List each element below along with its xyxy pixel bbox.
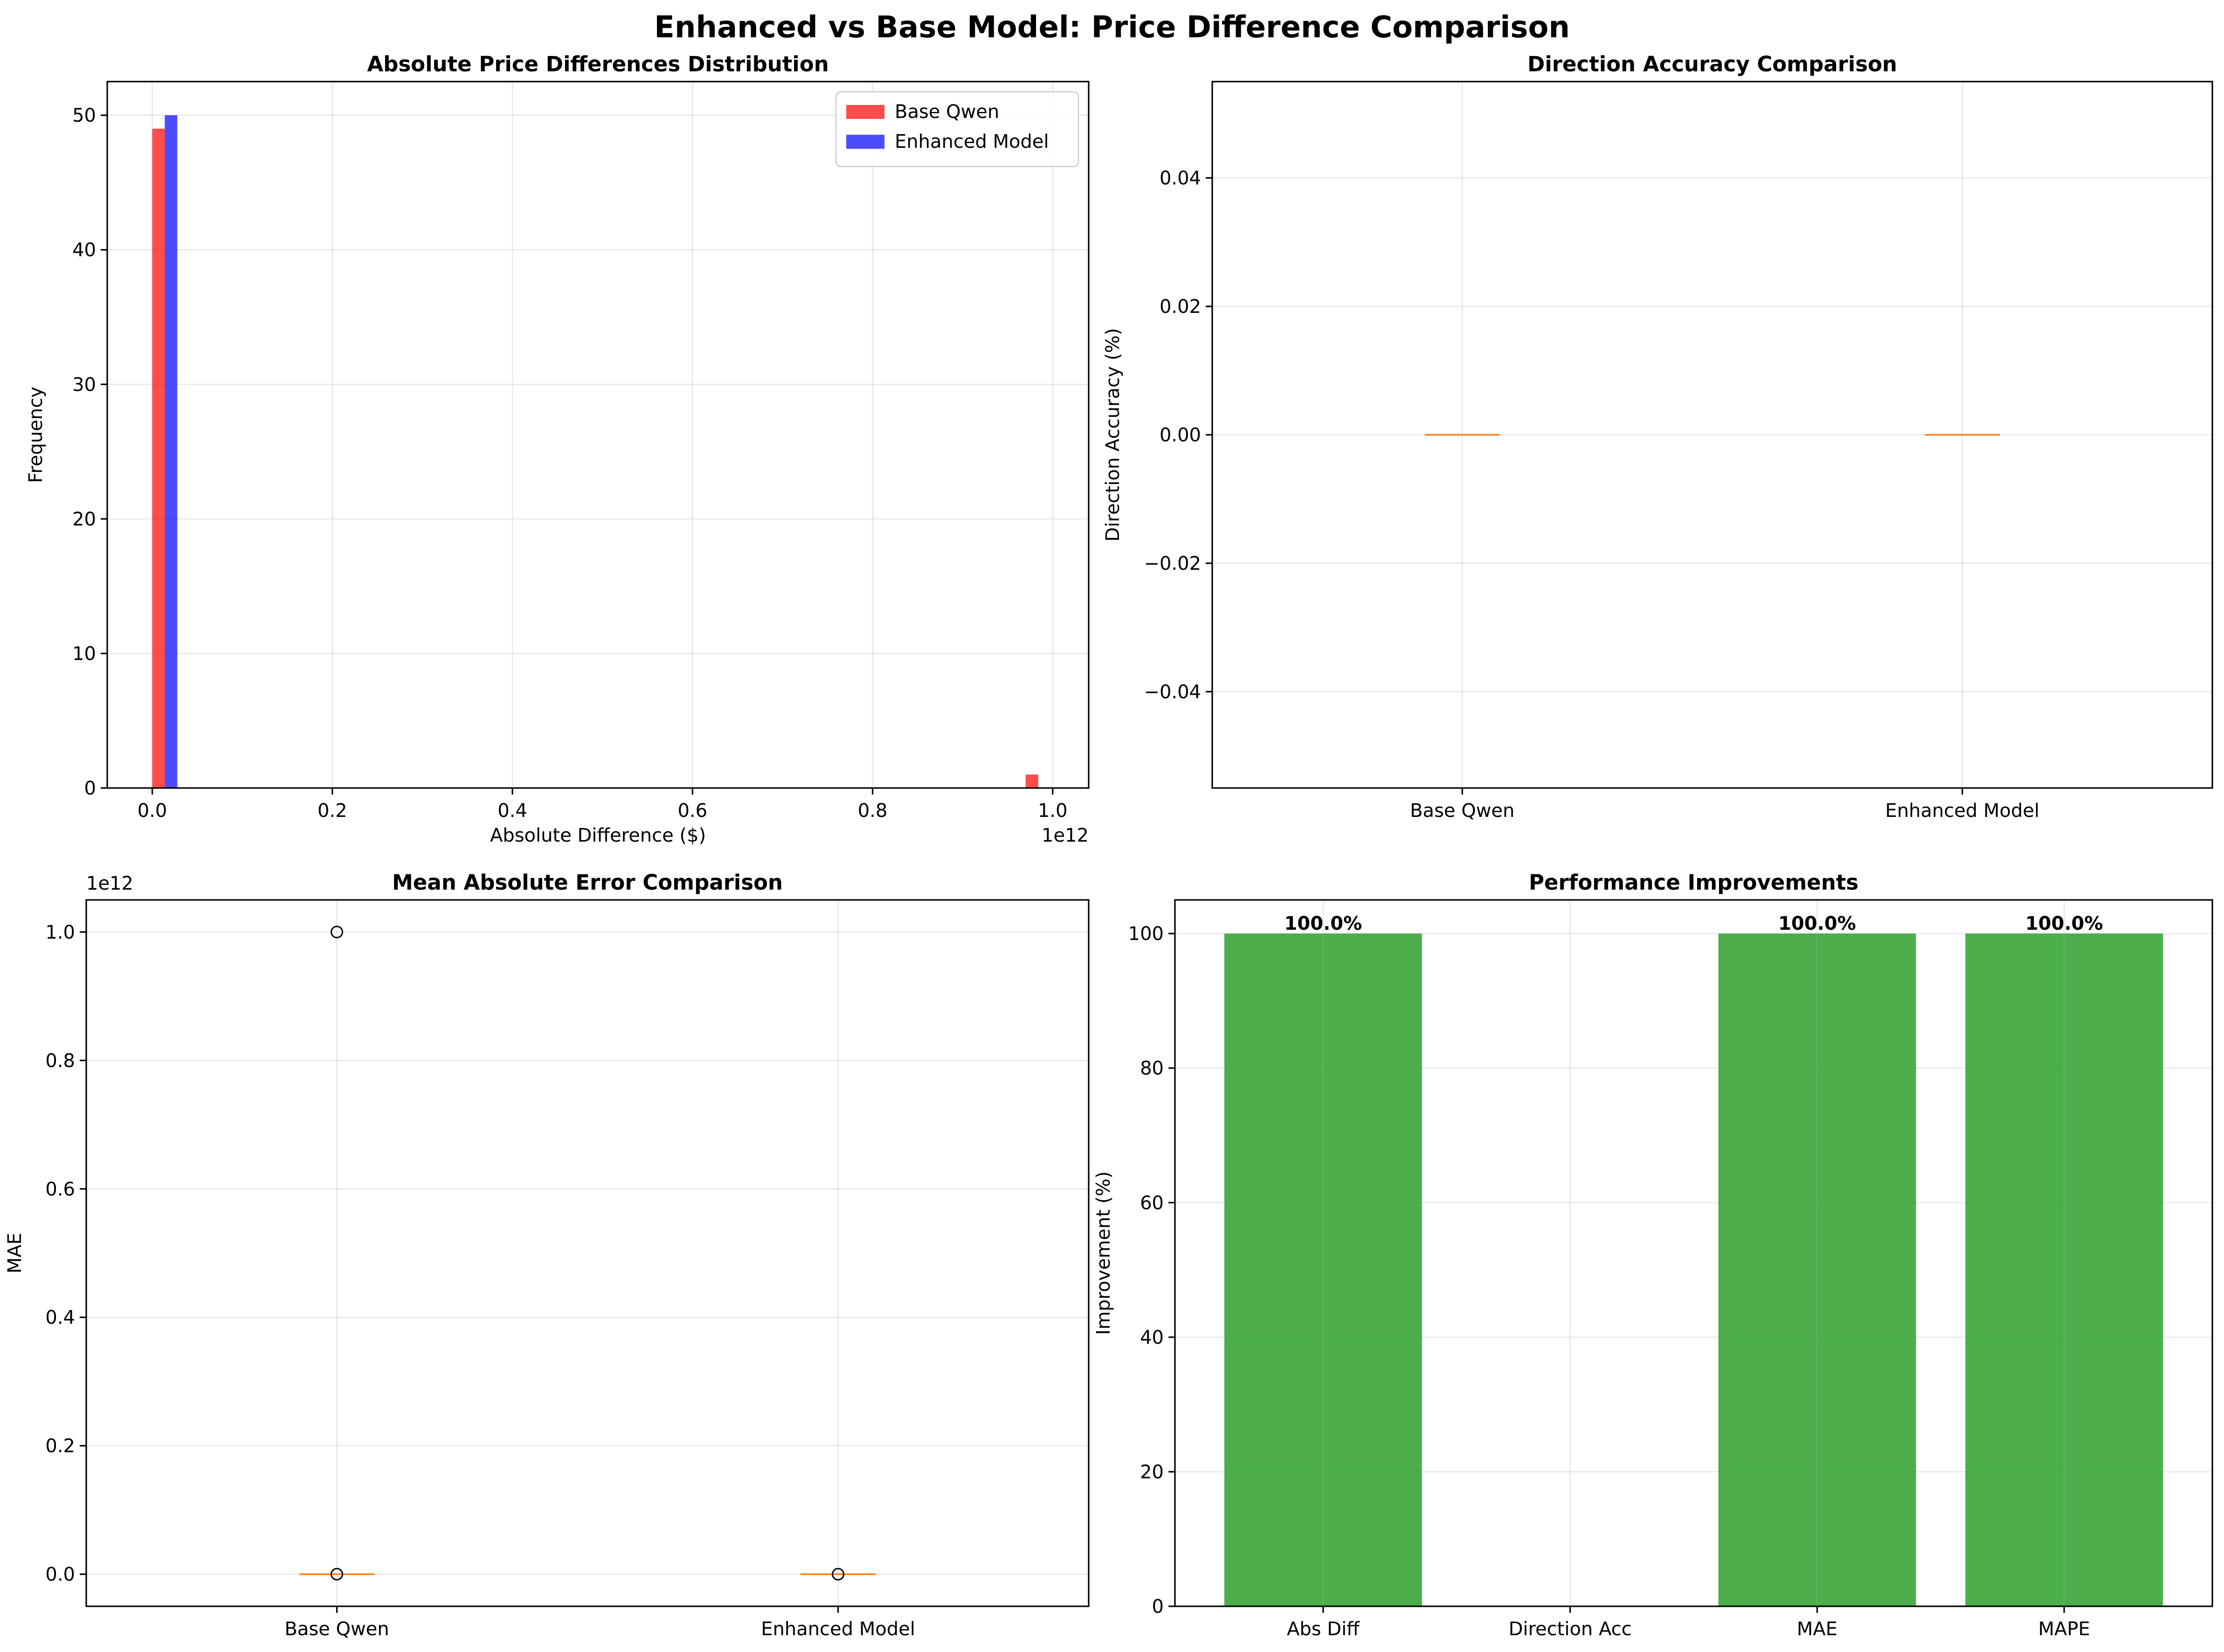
y-tick-label: 0 [1152, 1596, 1164, 1617]
x-tick-label: MAPE [2038, 1618, 2090, 1640]
y-tick-label: 100 [1128, 923, 1164, 945]
improvement-bar [1965, 933, 2163, 1606]
x-tick-label: Abs Diff [1287, 1618, 1360, 1640]
performance-improvements-panel: 0 20 40 60 80 100 100.0% 100.0% 100.0% Abs Diff Di… [1093, 870, 2213, 1640]
histogram-bar-base-qwen [152, 129, 165, 788]
y-tick-label: 0.2 [45, 1436, 75, 1457]
x-tick-label: Base Qwen [1410, 800, 1514, 822]
y-tick-label: 0 [84, 778, 96, 799]
y-tick-label: 0.8 [45, 1050, 75, 1071]
y-tick-label: −0.02 [1144, 553, 1201, 574]
axes-frame [106, 81, 1090, 789]
y-tick-label: 0.4 [45, 1307, 75, 1328]
figure-title: Enhanced vs Base Model: Price Difference… [654, 10, 1570, 45]
panel-title: Direction Accuracy Comparison [1527, 52, 1897, 76]
y-tick-label: 0.00 [1160, 425, 1201, 446]
histogram-panel: 0.0 0.2 0.4 0.6 0.8 1.0 0 10 20 30 40 50 Absolute Pr… [25, 52, 1090, 846]
legend-swatch [846, 135, 884, 149]
x-axis-label: Absolute Difference ($) [490, 825, 706, 846]
y-tick-label: 20 [1140, 1461, 1164, 1483]
legend-label: Base Qwen [895, 101, 999, 123]
y-tick-label: 20 [72, 509, 96, 530]
x-tick-label: 0.8 [858, 800, 888, 822]
x-tick-label: Enhanced Model [1885, 800, 2039, 822]
x-tick-label: 0.2 [318, 800, 347, 822]
box-outlier-marker [331, 926, 343, 939]
panel-title: Mean Absolute Error Comparison [392, 870, 783, 895]
bar-value-label: 100.0% [2025, 913, 2103, 934]
bar-value-label: 100.0% [1285, 913, 1362, 934]
panel-title: Absolute Price Differences Distribution [367, 52, 829, 76]
y-tick-label: 40 [1140, 1327, 1164, 1348]
y-axis-label: Frequency [25, 387, 47, 483]
x-offset-label: 1e12 [1042, 825, 1089, 846]
histogram-bar-enhanced-model [165, 115, 178, 788]
x-tick-label: 0.6 [677, 800, 707, 822]
mae-boxplot-panel: 0.0 0.2 0.4 0.6 0.8 1.0 Base Qwen Enhanced Mode… [4, 870, 1090, 1640]
axes-frame [1174, 899, 2213, 1607]
improvement-bar [1224, 933, 1422, 1606]
x-tick-label: MAE [1797, 1618, 1837, 1640]
y-tick-label: 0.0 [45, 1564, 75, 1585]
y-axis-label: MAE [4, 1233, 26, 1273]
box-outlier-marker [832, 1568, 844, 1581]
x-tick-label: 1.0 [1038, 800, 1068, 822]
legend-box [835, 91, 1079, 167]
legend-label: Enhanced Model [895, 131, 1049, 152]
histogram-bar-base-qwen [1025, 774, 1038, 788]
improvement-bar [1718, 933, 1916, 1606]
box-outlier-marker [331, 1568, 343, 1581]
panel-title: Performance Improvements [1529, 870, 1858, 895]
y-axis-label: Improvement (%) [1093, 1171, 1114, 1335]
x-tick-label: Direction Acc [1509, 1618, 1632, 1640]
axes-frame [85, 899, 1090, 1607]
bar-value-label: 100.0% [1778, 913, 1856, 934]
x-tick-label: 0.4 [497, 800, 527, 822]
x-tick-label: Base Qwen [284, 1618, 389, 1640]
y-axis-label: Direction Accuracy (%) [1102, 328, 1124, 542]
y-tick-label: 0.6 [45, 1179, 75, 1200]
y-tick-label: 10 [72, 643, 96, 664]
y-tick-label: 30 [72, 374, 96, 395]
x-tick-label: 0.0 [138, 800, 167, 822]
y-tick-label: 0.04 [1160, 168, 1201, 189]
y-tick-label: 50 [72, 105, 96, 126]
y-tick-label: −0.04 [1144, 681, 1201, 703]
direction-accuracy-boxplot-panel: −0.04 −0.02 0.00 0.02 0.04 Base Qwen Enhanced … [1102, 52, 2213, 822]
y-tick-label: 80 [1140, 1058, 1164, 1079]
y-offset-label: 1e12 [86, 873, 133, 894]
y-tick-label: 0.02 [1160, 296, 1201, 318]
y-tick-label: 40 [72, 240, 96, 261]
axes-frame [1211, 81, 2213, 789]
y-tick-label: 60 [1140, 1192, 1164, 1214]
x-tick-label: Enhanced Model [761, 1618, 915, 1640]
legend-swatch [846, 105, 884, 119]
y-tick-label: 1.0 [45, 922, 75, 943]
